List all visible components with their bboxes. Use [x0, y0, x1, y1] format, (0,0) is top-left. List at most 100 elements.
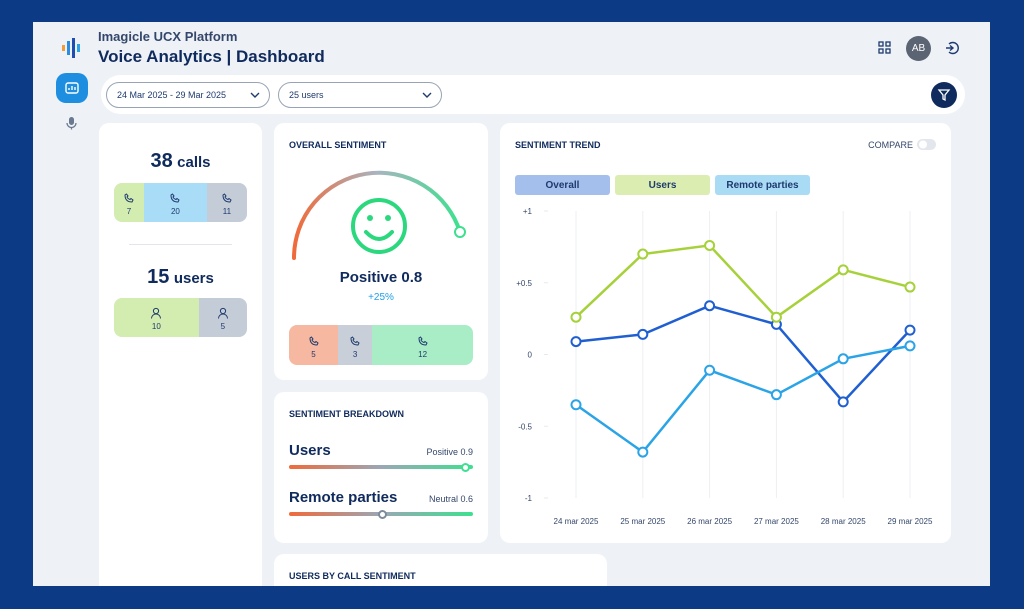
- point: [704, 364, 716, 376]
- x-tick-label: 29 mar 2025: [888, 517, 933, 526]
- legend-label: Overall: [546, 180, 580, 191]
- line: [575, 344, 911, 454]
- x-tick-label: 27 mar 2025: [754, 517, 799, 526]
- calls-count: 38: [150, 150, 173, 172]
- point: [704, 239, 716, 251]
- calls-bar: 7 20 11: [114, 183, 247, 222]
- users-count: 15: [147, 266, 170, 288]
- toggle-knob: [919, 140, 927, 149]
- row-score: Neutral 0.6: [429, 494, 473, 504]
- legend-button[interactable]: [515, 175, 610, 195]
- apps-icon[interactable]: [878, 41, 891, 54]
- y-tick-label: +0.5: [516, 279, 532, 288]
- date-filter[interactable]: 24 Mar 2025 - 29 Mar 2025: [106, 82, 270, 108]
- x-tick-label: 26 mar 2025: [687, 517, 732, 526]
- row-value: 0.9: [460, 447, 473, 457]
- users-total: 15 users: [99, 266, 262, 289]
- nav-analytics[interactable]: [56, 73, 88, 103]
- x-tick-label: 25 mar 2025: [620, 517, 665, 526]
- row-name: Remote parties: [289, 489, 398, 506]
- segment-count: 5: [311, 350, 316, 359]
- point: [837, 353, 849, 365]
- filter-button[interactable]: [931, 82, 957, 108]
- row-value: 0.6: [460, 494, 473, 504]
- segment-count: 20: [170, 207, 180, 216]
- row-label: Neutral: [428, 494, 458, 504]
- point: [837, 264, 849, 276]
- gauge: [291, 170, 466, 260]
- slider-knob: [461, 463, 470, 472]
- users-bar: 10 5: [114, 298, 247, 337]
- point: [904, 324, 916, 336]
- users-label: users: [173, 270, 214, 287]
- point: [904, 281, 916, 293]
- point: [704, 300, 716, 312]
- point: [570, 399, 582, 411]
- compare-label: COMPARE: [868, 140, 913, 150]
- line: [575, 244, 911, 319]
- segment-count: 10: [151, 322, 161, 331]
- segment: 5: [289, 325, 338, 365]
- card-title: USERS BY CALL SENTIMENT: [289, 571, 416, 581]
- row-score: Positive 0.9: [426, 447, 473, 457]
- segment: 3: [338, 325, 373, 365]
- point: [770, 389, 782, 401]
- segment-count: 12: [418, 350, 428, 359]
- y-tick-label: -0.5: [518, 422, 532, 431]
- nav-voice[interactable]: [65, 116, 79, 130]
- card-title: OVERALL SENTIMENT: [289, 140, 387, 150]
- row-label: Positive: [426, 447, 458, 457]
- legend-label: Remote parties: [726, 180, 799, 191]
- segment: 11: [206, 183, 247, 222]
- point: [637, 248, 649, 260]
- users-filter[interactable]: 25 users: [278, 82, 442, 108]
- slider: [289, 465, 473, 469]
- segment-count: 5: [220, 322, 226, 331]
- point: [570, 336, 582, 348]
- point: [637, 446, 649, 458]
- legend-button[interactable]: [715, 175, 810, 195]
- row-name: Users: [289, 442, 331, 459]
- sentiment-result: Positive 0.8: [274, 269, 488, 286]
- logout-icon[interactable]: [945, 41, 959, 55]
- chart-title: SENTIMENT TREND: [515, 140, 601, 150]
- point: [904, 340, 916, 352]
- logo: [62, 38, 80, 58]
- line: [575, 304, 911, 404]
- date-range: 24 Mar 2025 - 29 Mar 2025: [117, 90, 227, 100]
- segment-count: 3: [352, 350, 358, 359]
- sentiment-change: +25%: [368, 292, 394, 303]
- segment: 5: [198, 298, 247, 337]
- legend-label: Users: [649, 180, 677, 191]
- calls-total: 38 calls: [99, 150, 262, 173]
- trend-card: [500, 123, 951, 543]
- platform-name: Imagicle UCX Platform: [98, 29, 238, 44]
- segment: 12: [372, 325, 473, 365]
- segment: 7: [114, 183, 144, 222]
- segment: 20: [143, 183, 207, 222]
- y-tick-label: -1: [525, 494, 533, 503]
- x-tick-label: 28 mar 2025: [821, 517, 866, 526]
- segment-count: 7: [126, 207, 132, 216]
- page-title: Voice Analytics | Dashboard: [98, 47, 325, 66]
- slider-knob: [378, 510, 387, 519]
- legend-button[interactable]: [615, 175, 710, 195]
- sentiment-score: 0.8: [401, 269, 423, 286]
- separator: [129, 244, 232, 245]
- card-title: SENTIMENT BREAKDOWN: [289, 409, 404, 419]
- segment-count: 11: [222, 207, 232, 216]
- sentiment-bar: 5 3 12: [289, 325, 473, 365]
- point: [637, 328, 649, 340]
- y-tick-label: +1: [523, 207, 533, 216]
- sentiment-label: Positive: [339, 269, 398, 286]
- point: [570, 311, 582, 323]
- users-selected: 25 users: [289, 90, 324, 100]
- avatar[interactable]: AB: [906, 36, 931, 61]
- frame-bottom: [33, 586, 990, 609]
- point: [770, 311, 782, 323]
- x-tick-label: 24 mar 2025: [554, 517, 599, 526]
- y-tick-label: 0: [528, 351, 533, 360]
- calls-label: calls: [177, 154, 211, 171]
- trend-chart: SENTIMENT TREND COMPARE +1 +0.5 0 -0.5 -1 24 …: [515, 139, 936, 526]
